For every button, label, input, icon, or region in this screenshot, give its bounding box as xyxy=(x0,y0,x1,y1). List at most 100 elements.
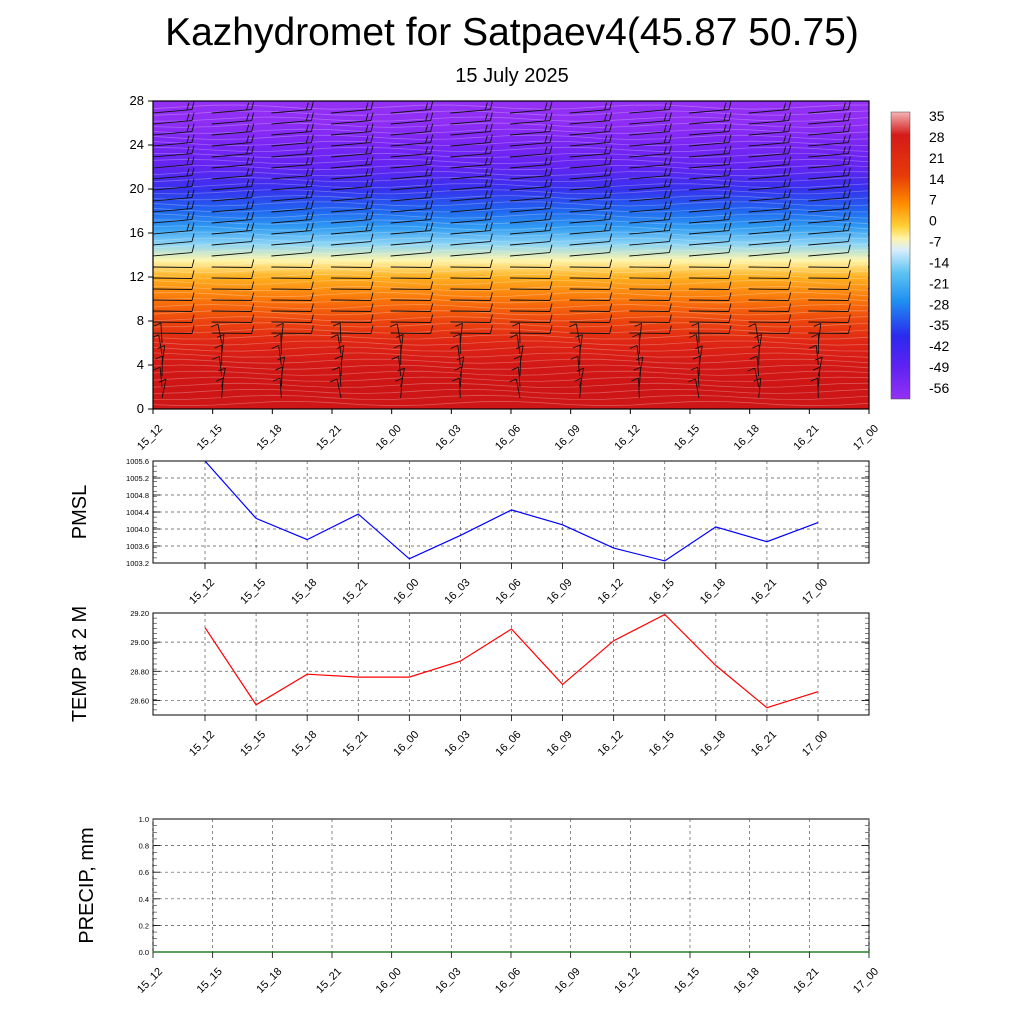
x-tick-label: 15_12 xyxy=(135,423,165,453)
wind-barb xyxy=(688,233,732,246)
wind-barb xyxy=(330,314,374,323)
wind-barb xyxy=(748,222,792,235)
wind-barb xyxy=(635,356,644,377)
wind-barb xyxy=(397,367,406,388)
y-tick-label: 0.0 xyxy=(139,948,149,957)
wind-barb xyxy=(748,200,792,213)
wind-barb xyxy=(688,325,732,334)
wind-barb xyxy=(871,323,878,343)
wind-barb xyxy=(452,377,461,399)
wind-barb xyxy=(867,112,869,114)
x-tick-label: 16_03 xyxy=(433,423,463,453)
x-tick-label: 16_09 xyxy=(545,577,575,607)
contour-line xyxy=(153,382,869,388)
wind-barb xyxy=(211,281,255,290)
colorbar-label: -28 xyxy=(929,296,949,312)
wind-barb xyxy=(390,314,434,323)
wind-barb xyxy=(153,112,195,125)
y-tick-label: 24 xyxy=(130,137,144,152)
wind-barb xyxy=(153,178,195,191)
contour-line xyxy=(153,207,869,213)
wind-barb xyxy=(509,233,553,246)
x-tick-label: 15_18 xyxy=(289,729,319,759)
wind-barb xyxy=(211,314,255,323)
wind-barb xyxy=(629,211,672,224)
wind-barb xyxy=(688,211,732,224)
wind-barb xyxy=(569,233,613,246)
wind-barb xyxy=(390,259,434,268)
wind-barb xyxy=(747,367,760,388)
contour-line xyxy=(153,267,869,273)
contour-line xyxy=(153,364,869,370)
wind-barb xyxy=(271,189,314,202)
y-tick-label: 0.8 xyxy=(139,842,149,851)
wind-barb xyxy=(212,355,223,377)
wind-barb xyxy=(158,378,167,399)
y-axis-label: PRECIP, mm xyxy=(76,827,98,943)
wind-barb xyxy=(748,325,792,334)
wind-barb xyxy=(330,281,374,290)
wind-barb xyxy=(515,345,524,366)
wind-barb xyxy=(569,244,613,257)
wind-barb xyxy=(509,178,553,191)
x-tick-label: 17_00 xyxy=(800,729,830,759)
contour-line xyxy=(153,140,869,146)
wind-barb xyxy=(569,178,613,191)
wind-barb xyxy=(450,345,461,366)
x-tick-label: 15_21 xyxy=(314,423,344,453)
x-tick-label: 16_12 xyxy=(612,423,642,453)
x-tick-label: 16_12 xyxy=(612,966,642,996)
x-tick-label: 15_21 xyxy=(340,729,370,759)
wind-barb xyxy=(211,189,255,202)
wind-barb xyxy=(390,325,434,334)
wind-barb xyxy=(509,303,553,312)
y-tick-label: 12 xyxy=(130,269,144,284)
wind-barb xyxy=(330,244,374,257)
wind-barb xyxy=(748,211,792,224)
wind-barb xyxy=(569,123,613,136)
wind-barb xyxy=(688,189,732,202)
wind-barb xyxy=(808,325,851,334)
wind-barb xyxy=(748,314,792,323)
pmsl-panel: 1003.2 1003.6 1004.0 1004.4 1004.8 1005.2 1005… xyxy=(69,457,870,607)
contour-line xyxy=(153,249,869,255)
wind-barb xyxy=(211,325,255,334)
contour-line xyxy=(153,352,869,358)
wind-barb xyxy=(153,244,195,257)
wind-barb xyxy=(390,270,434,279)
y-axis-label: PMSL xyxy=(69,485,91,539)
x-tick-label: 17_00 xyxy=(851,423,881,453)
wind-barb xyxy=(330,303,374,312)
wind-barb xyxy=(509,222,553,235)
wind-barb xyxy=(748,303,792,312)
wind-barb xyxy=(277,356,286,377)
x-tick-label: 16_06 xyxy=(494,577,524,607)
wind-barb xyxy=(271,259,314,268)
wind-barb xyxy=(569,156,613,169)
contour-line xyxy=(153,183,869,189)
wind-barb xyxy=(749,355,760,377)
wind-barb xyxy=(452,333,461,355)
wind-barb xyxy=(569,145,613,158)
contour-line xyxy=(153,116,869,122)
x-tick-label: 15_12 xyxy=(187,729,217,759)
colorbar-label: -14 xyxy=(929,254,949,270)
wind-barb xyxy=(631,377,640,399)
wind-barb xyxy=(330,325,374,334)
wind-barb xyxy=(688,123,732,136)
wind-barb xyxy=(330,112,374,125)
wind-barb xyxy=(211,244,255,257)
wind-barb xyxy=(509,281,553,290)
wind-barb xyxy=(153,167,195,180)
x-tick-label: 15_12 xyxy=(187,577,217,607)
x-tick-label: 16_15 xyxy=(672,966,702,996)
colorbar-label: -35 xyxy=(929,317,949,333)
wind-barb xyxy=(808,167,851,180)
wind-barb xyxy=(868,336,869,338)
x-tick-label: 17_00 xyxy=(851,966,881,996)
wind-barb xyxy=(390,200,434,213)
wind-barb xyxy=(815,356,823,377)
wind-barb xyxy=(450,244,493,257)
y-tick-label: 1004.0 xyxy=(126,525,149,534)
